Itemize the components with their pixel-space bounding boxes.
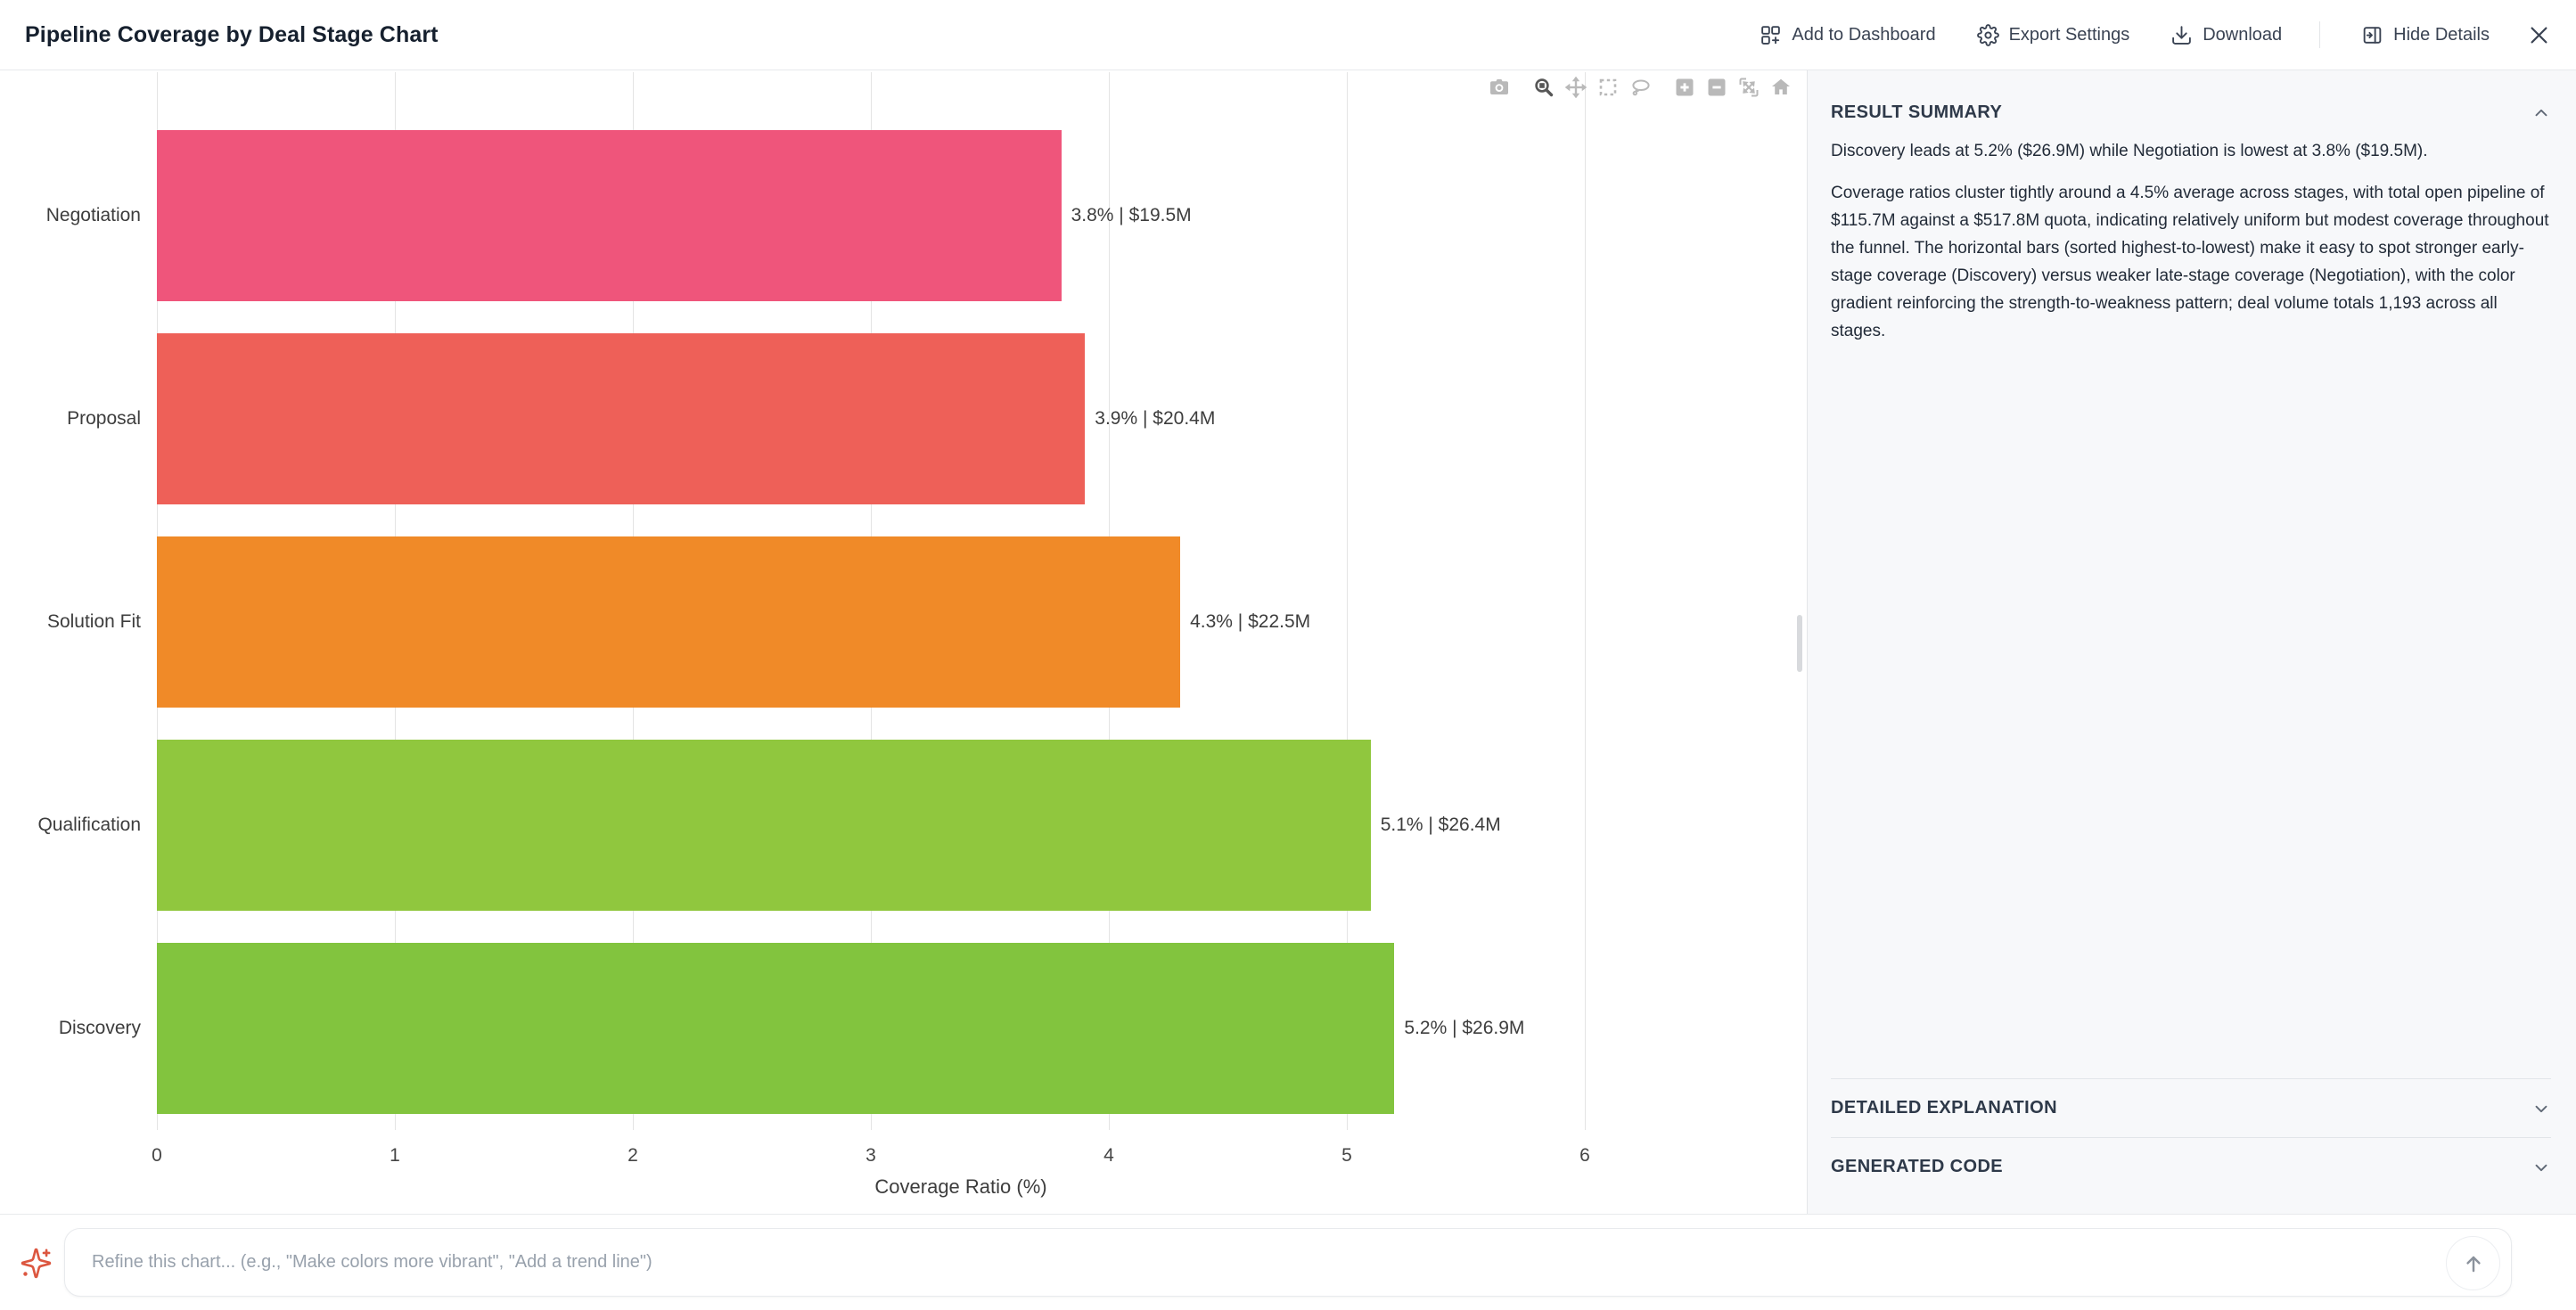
zoom-icon (1535, 78, 1554, 97)
x-tick-label: 6 (1579, 1145, 1590, 1166)
bar-value-label: 3.9% | $20.4M (1095, 408, 1216, 429)
export-settings-button[interactable]: Export Settings (1976, 23, 2130, 46)
chevron-down-icon (2535, 1105, 2547, 1112)
add-to-dashboard-label: Add to Dashboard (1792, 24, 1936, 45)
header-actions: Add to Dashboard Export Settings Downloa… (1719, 21, 2551, 48)
arrow-up-icon (2465, 1256, 2481, 1272)
dashboard-add-icon (1761, 25, 1781, 45)
x-tick-label: 1 (390, 1145, 400, 1166)
x-tick-label: 3 (866, 1145, 876, 1166)
page-title: Pipeline Coverage by Deal Stage Chart (25, 21, 439, 47)
modebar-zoom-in-button[interactable] (1673, 76, 1696, 99)
app-header: Pipeline Coverage by Deal Stage Chart Ad… (0, 0, 2576, 70)
modebar-zoom-out-button[interactable] (1705, 76, 1728, 99)
modebar-autoscale-button[interactable] (1737, 76, 1760, 99)
pan-icon (1565, 77, 1587, 98)
zoom-out-icon (1708, 78, 1726, 96)
download-button[interactable]: Download (2170, 24, 2282, 46)
bar-value-label: 5.2% | $26.9M (1404, 1018, 1525, 1038)
send-button[interactable] (2446, 1236, 2500, 1290)
camera-icon (1490, 79, 1508, 94)
y-axis-label: Qualification (37, 815, 141, 835)
result-summary-content: Discovery leads at 5.2% ($26.9M) while N… (1831, 137, 2551, 359)
export-settings-label: Export Settings (2008, 24, 2130, 45)
refine-input-container (64, 1228, 2512, 1297)
x-axis-title: Coverage Ratio (%) (874, 1175, 1047, 1198)
plotly-modebar (1479, 76, 1793, 99)
modebar-reset-axes-button[interactable] (1769, 76, 1793, 99)
details-panel: RESULT SUMMARY Discovery leads at 5.2% (… (1807, 70, 2576, 1214)
modebar-lasso-button[interactable] (1628, 76, 1652, 99)
bar-proposal[interactable] (157, 333, 1086, 504)
chevron-up-icon (2535, 109, 2547, 116)
gear-icon (1976, 23, 1999, 46)
lasso-icon (1632, 79, 1650, 96)
refine-input[interactable] (65, 1229, 2511, 1296)
bar-value-label: 5.1% | $26.4M (1380, 815, 1501, 835)
x-tick-label: 5 (1341, 1145, 1352, 1166)
home-icon (1772, 78, 1790, 94)
sparkles-icon (21, 1248, 52, 1279)
y-axis-label: Solution Fit (46, 611, 141, 632)
hide-details-button[interactable]: Hide Details (2361, 24, 2490, 46)
detailed-explanation-header[interactable]: DETAILED EXPLANATION (1831, 1078, 2551, 1137)
bar-negotiation[interactable] (157, 130, 1062, 301)
autoscale-icon (1739, 78, 1759, 97)
chevron-down-icon (2535, 1164, 2547, 1171)
download-icon (2172, 25, 2192, 45)
zoom-in-icon (1676, 78, 1694, 96)
panel-spacer (1831, 359, 2551, 1078)
modebar-camera-button[interactable] (1488, 76, 1511, 99)
gridline (1585, 72, 1586, 1130)
y-axis-label: Discovery (58, 1018, 141, 1038)
bar-qualification[interactable] (157, 740, 1371, 911)
generated-code-header[interactable]: GENERATED CODE (1831, 1137, 2551, 1196)
result-summary-title: RESULT SUMMARY (1831, 102, 2003, 122)
modebar-pan-button[interactable] (1564, 76, 1587, 99)
bar-discovery[interactable] (157, 943, 1395, 1114)
summary-paragraph: Coverage ratios cluster tightly around a… (1831, 184, 2549, 340)
plot-area: Coverage Ratio (%) 0 1 2 3 4 5 6 3.8% | $19.5M 3… (152, 72, 1765, 1198)
generated-code-title: GENERATED CODE (1831, 1157, 2004, 1176)
x-tick-label: 2 (628, 1145, 638, 1166)
y-axis-label: Negotiation (45, 205, 141, 225)
modebar-box-select-button[interactable] (1596, 76, 1620, 99)
x-tick-label: 0 (152, 1145, 162, 1166)
header-divider (2319, 21, 2321, 48)
download-label: Download (2203, 24, 2283, 45)
add-to-dashboard-button[interactable]: Add to Dashboard (1760, 24, 1936, 46)
hide-details-label: Hide Details (2393, 24, 2490, 45)
y-axis-labels: Negotiation Proposal Solution Fit Qualifica… (0, 72, 146, 1130)
box-select-icon (1599, 78, 1617, 96)
panel-resize-handle[interactable] (1797, 615, 1802, 672)
close-icon (2531, 27, 2547, 43)
panel-collapse-icon (2363, 26, 2382, 44)
composer-bar (0, 1214, 2576, 1310)
detailed-explanation-title: DETAILED EXPLANATION (1831, 1098, 2057, 1118)
close-button[interactable] (2527, 23, 2551, 47)
gridline (1347, 72, 1348, 1130)
summary-paragraph: Discovery leads at 5.2% ($26.9M) while N… (1831, 142, 2428, 160)
result-summary-header[interactable]: RESULT SUMMARY (1831, 70, 2551, 137)
modebar-zoom-button[interactable] (1532, 76, 1555, 99)
bar-value-label: 4.3% | $22.5M (1190, 611, 1311, 632)
x-tick-label: 4 (1103, 1145, 1114, 1166)
bar-solution-fit[interactable] (157, 536, 1181, 708)
chart-canvas: Negotiation Proposal Solution Fit Qualifica… (0, 70, 1807, 1214)
y-axis-label: Proposal (67, 408, 141, 429)
bar-value-label: 3.8% | $19.5M (1071, 205, 1192, 225)
